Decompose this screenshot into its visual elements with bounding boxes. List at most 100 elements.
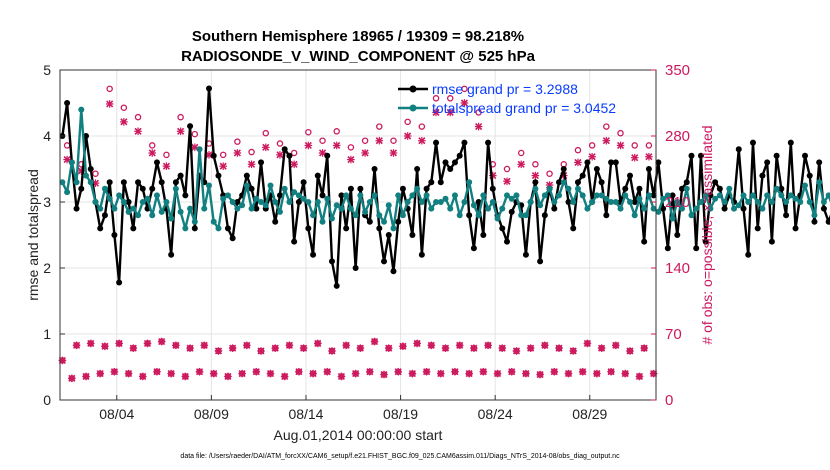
assimilated-obs-point (422, 367, 431, 376)
right-y-tick-label: 280 (665, 128, 690, 145)
rmse-point (778, 185, 785, 192)
assimilated-obs-point (583, 339, 592, 348)
x-tick-label: 08/04 (99, 406, 134, 422)
totalspread-point (768, 199, 775, 205)
assimilated-obs-point (574, 158, 582, 167)
totalspread-point (589, 199, 596, 205)
totalspread-point (721, 199, 728, 205)
assimilated-obs-point (436, 369, 445, 378)
totalspread-point (347, 205, 354, 212)
totalspread-point (338, 205, 345, 212)
x-tick-label: 08/09 (194, 406, 229, 422)
totalspread-point (612, 199, 619, 205)
rmse-point (395, 218, 402, 225)
assimilated-obs-point (280, 372, 289, 381)
legend-swatch-marker (409, 104, 417, 112)
assimilated-obs-point (593, 369, 601, 378)
rmse-point (461, 139, 468, 146)
rmse-point (764, 159, 771, 166)
rmse-point (172, 179, 179, 186)
totalspread-point (764, 192, 771, 199)
rmse-point (210, 152, 217, 159)
totalspread-point (806, 199, 813, 205)
rmse-point (650, 192, 657, 199)
assimilated-obs-point (214, 347, 223, 355)
rmse-point (499, 225, 506, 232)
rmse-point (300, 179, 307, 186)
totalspread-point (191, 218, 198, 225)
rmse-point (745, 251, 752, 258)
assimilated-obs-point (370, 337, 379, 346)
rmse-point (314, 172, 321, 179)
totalspread-point (149, 212, 156, 219)
totalspread-point (574, 185, 581, 192)
totalspread-point (409, 192, 416, 199)
assimilated-obs-point (295, 367, 303, 376)
rmse-point (806, 172, 813, 179)
rmse-point (480, 232, 487, 238)
rmse-point (149, 185, 156, 192)
rmse-point (612, 159, 619, 166)
x-tick-label: 08/19 (383, 406, 418, 422)
totalspread-point (560, 179, 567, 186)
totalspread-point (201, 205, 208, 212)
assimilated-obs-point (465, 369, 473, 378)
totalspread-point (177, 208, 184, 215)
rmse-point (286, 152, 293, 159)
assimilated-obs-point (569, 347, 578, 355)
totalspread-point (414, 185, 421, 192)
title-line-1: Southern Hemisphere 18965 / 19309 = 98.2… (192, 28, 524, 45)
assimilated-obs-point (261, 143, 270, 152)
totalspread-point (144, 195, 151, 202)
totalspread-point (362, 208, 369, 215)
totalspread-point (641, 205, 648, 212)
totalspread-point (489, 199, 496, 205)
assimilated-obs-point (124, 369, 133, 378)
rmse-point (740, 205, 747, 212)
assimilated-obs-point (517, 160, 525, 169)
rmse-point (574, 179, 581, 186)
possible-obs-point (532, 161, 539, 168)
rmse-point (598, 179, 605, 186)
totalspread-point (674, 199, 681, 205)
totalspread-point (324, 195, 331, 202)
assimilated-obs-point (621, 369, 630, 378)
rmse-point (655, 159, 662, 166)
totalspread-point (381, 218, 388, 225)
rmse-point (584, 159, 591, 166)
assimilated-obs-point (645, 152, 653, 161)
totalspread-point (499, 205, 506, 212)
totalspread-point (527, 199, 534, 205)
totalspread-point (626, 199, 633, 205)
rmse-point (390, 268, 397, 275)
rmse-point (603, 212, 610, 219)
totalspread-point (163, 199, 170, 205)
assimilated-obs-point (243, 341, 251, 350)
assimilated-obs-point (484, 341, 492, 350)
totalspread-point (480, 192, 487, 199)
rmse-point (565, 199, 572, 205)
assimilated-obs-point (640, 344, 648, 352)
totalspread-point (461, 199, 468, 205)
rmse-point (707, 192, 714, 199)
totalspread-point (645, 192, 652, 199)
assimilated-obs-point (550, 367, 559, 376)
totalspread-point (168, 215, 175, 222)
assimilated-obs-point (252, 367, 261, 376)
totalspread-point (631, 212, 638, 219)
left-y-tick-label: 1 (43, 326, 51, 342)
rmse-point (328, 258, 335, 265)
rmse-point (475, 199, 482, 205)
assimilated-obs-point (209, 369, 218, 378)
totalspread-point (262, 202, 269, 209)
rmse-point (371, 166, 378, 172)
assimilated-obs-point (493, 369, 502, 378)
rmse-point (792, 225, 799, 232)
assimilated-obs-point (138, 372, 147, 381)
rmse-point (381, 258, 388, 265)
assimilated-obs-point (474, 122, 483, 131)
possible-obs-point (390, 137, 397, 144)
rmse-point (97, 225, 104, 232)
totalspread-point (783, 199, 790, 205)
